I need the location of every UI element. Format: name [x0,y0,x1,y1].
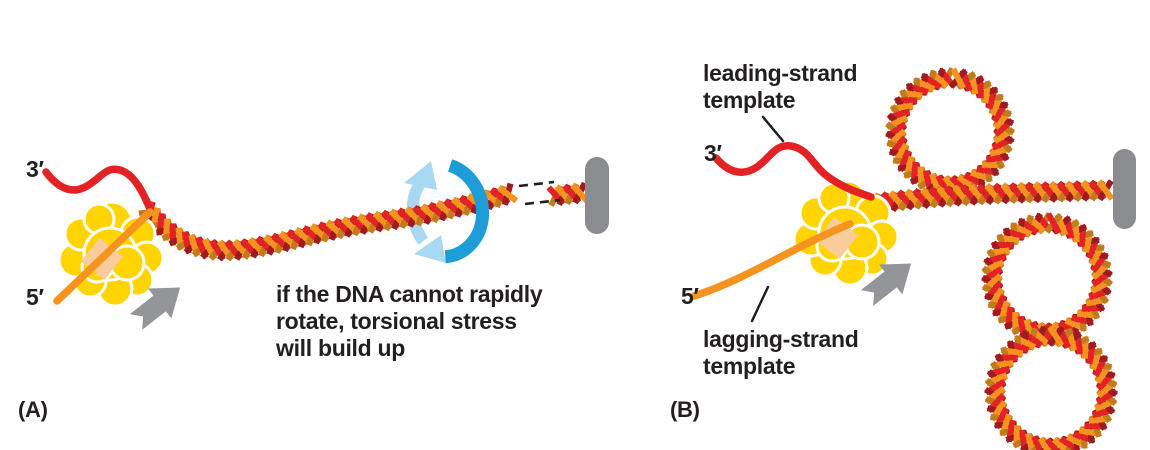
label-pointer-lines-b [750,115,785,323]
panel-a-3-prime-label: 3′ [26,156,44,182]
panel-a-label: (A) [18,397,48,422]
panel-b-3-prime-label: 3′ [704,140,722,166]
panel-b-5-prime-label: 5′ [681,283,699,309]
template-strands-a [42,165,154,305]
dna-supercoil-loops-b [885,67,1119,450]
anchor-bar-a-icon [585,157,609,234]
movement-arrow-a-icon [129,287,181,330]
movement-arrow-b-icon [860,263,912,306]
panel-b-leading-strand-label: leading-strand template [703,60,858,113]
panel-a-5-prime-label: 5′ [26,284,44,310]
dna-double-helix-b [864,179,1115,215]
dna-continuation-dashes [518,180,561,206]
template-strands-b [690,142,875,300]
dna-double-helix-a [138,181,590,262]
anchor-bar-b-icon [1113,149,1136,229]
panel-b-lagging-strand-label: lagging-strand template [703,326,859,379]
panel-a-caption: if the DNA cannot rapidly rotate, torsio… [276,281,543,361]
rotation-arrow-front-icon [444,159,490,264]
panel-b-label: (B) [670,397,700,422]
